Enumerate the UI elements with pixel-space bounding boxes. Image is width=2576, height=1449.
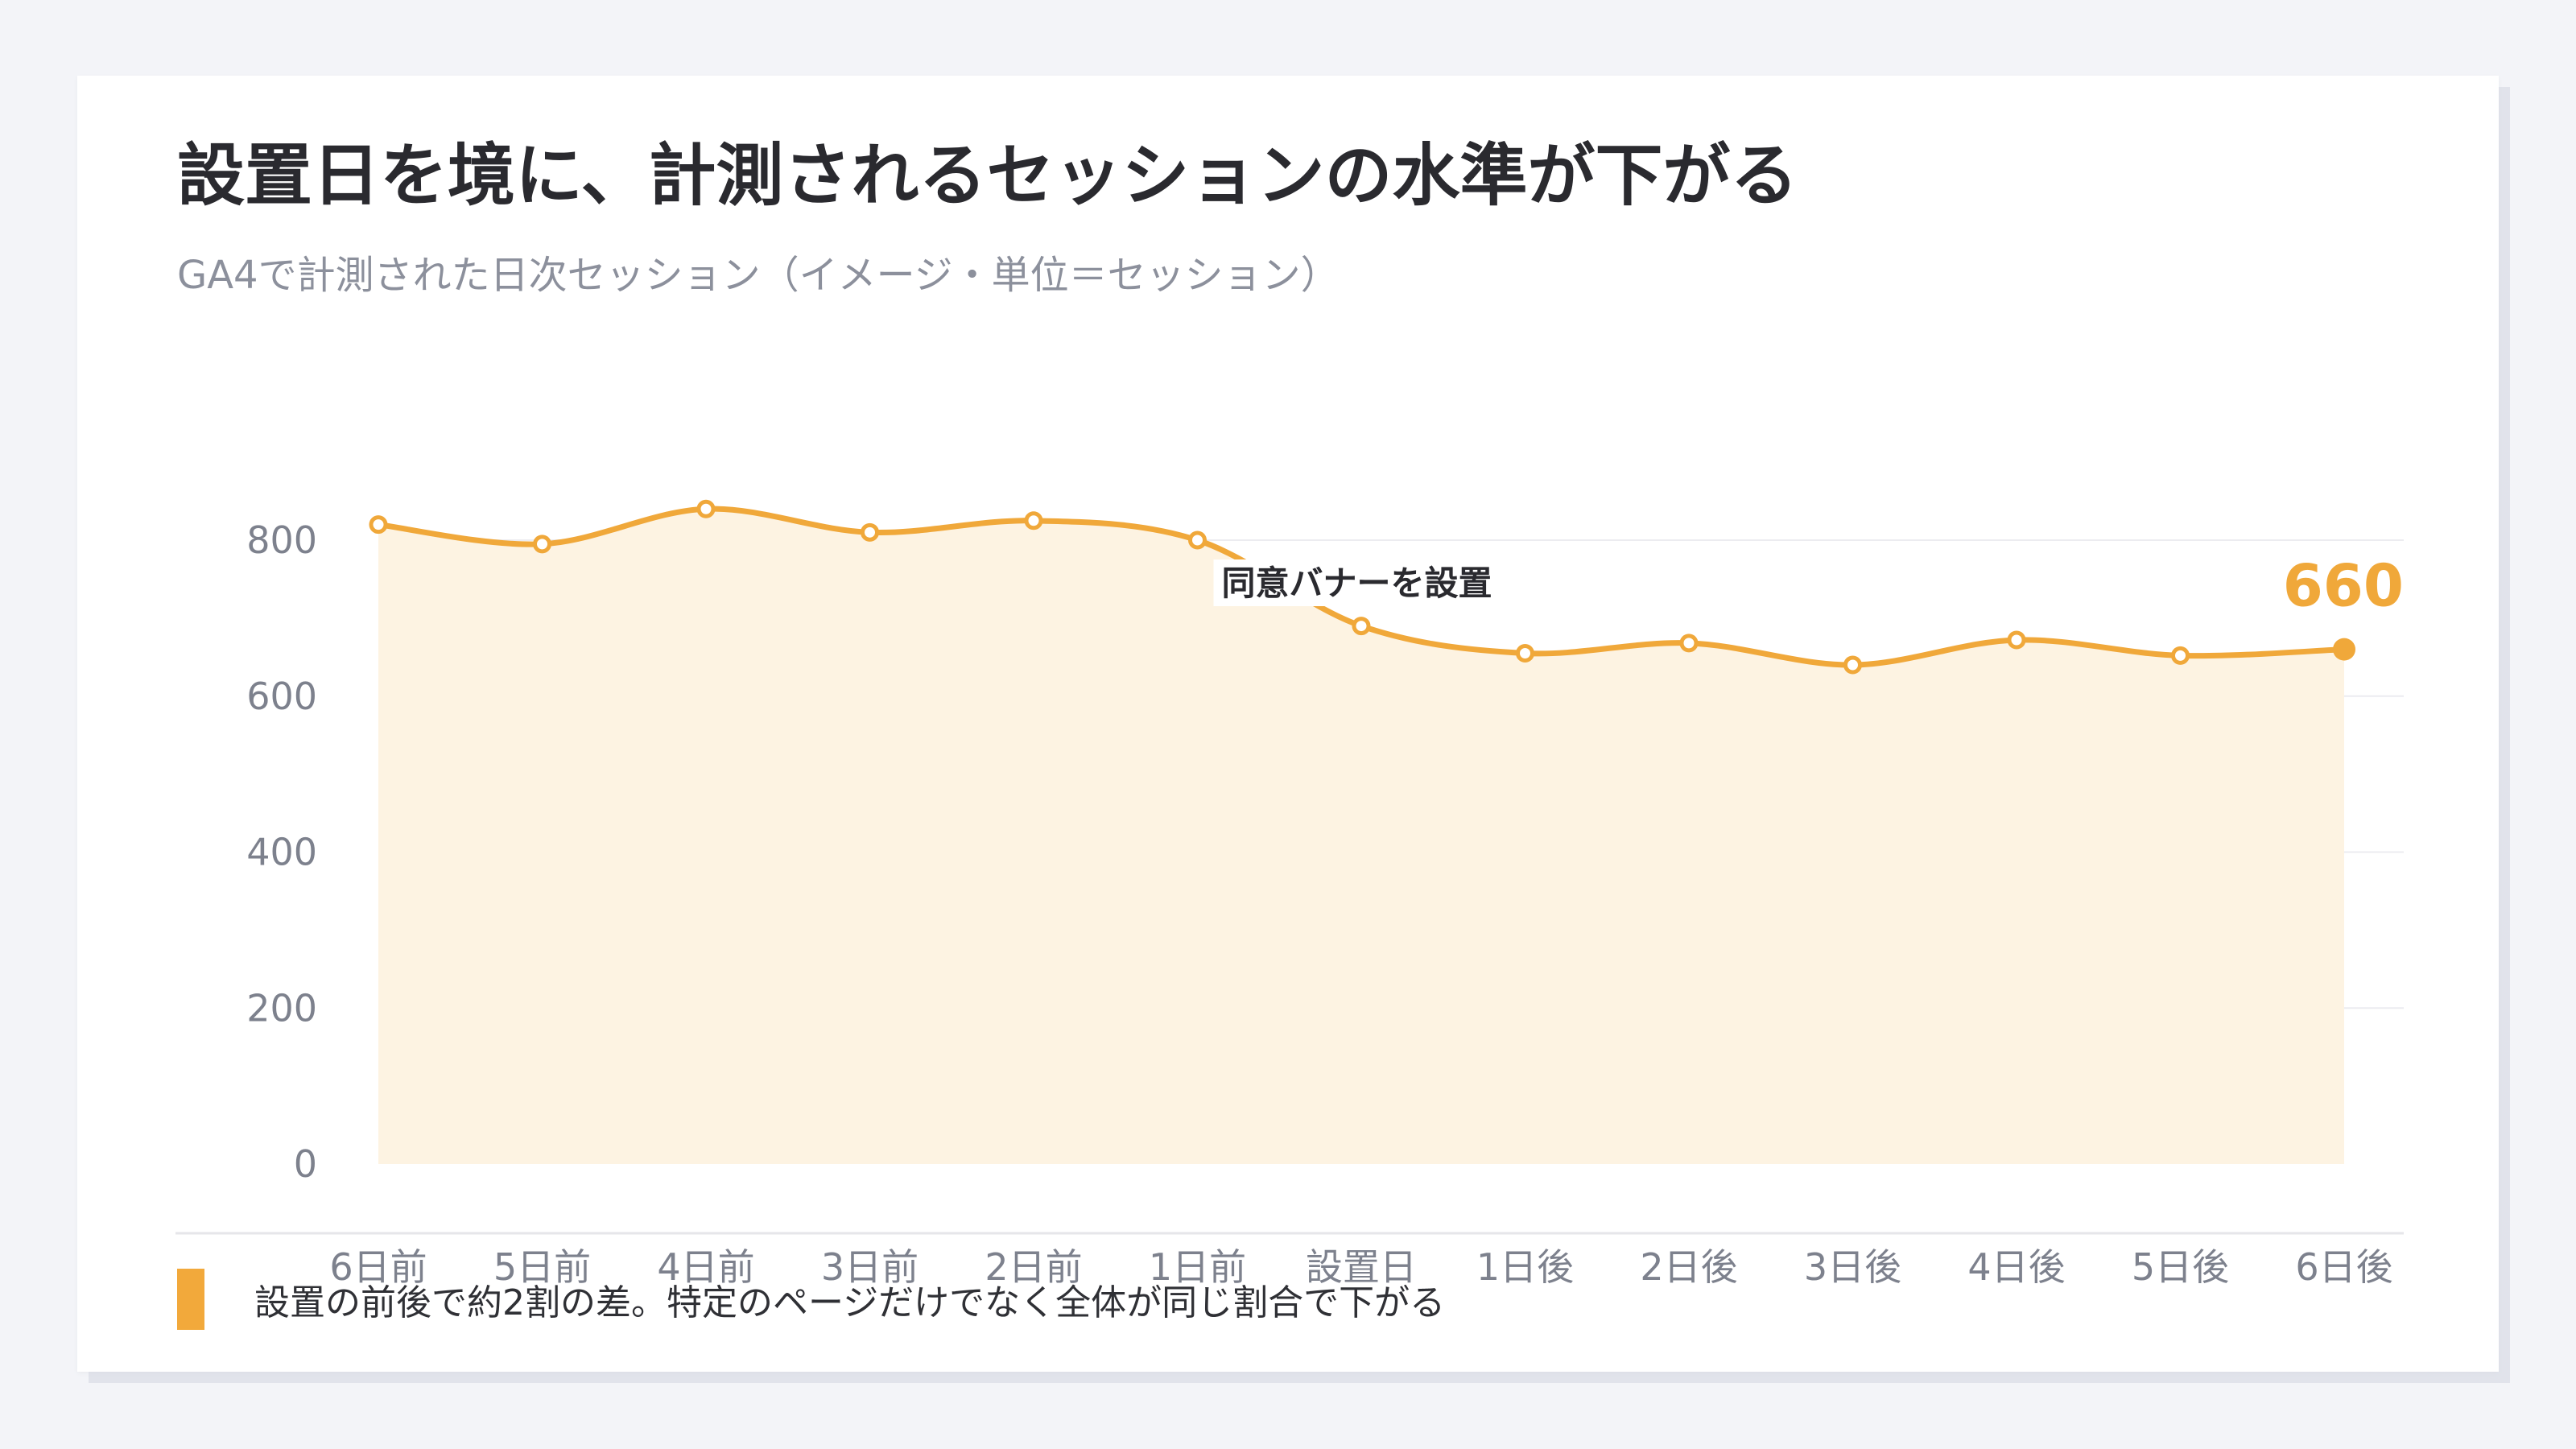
area-fill-layer bbox=[378, 509, 2344, 1164]
y-tick-label: 200 bbox=[246, 986, 317, 1030]
data-point bbox=[696, 499, 716, 518]
points-layer bbox=[369, 499, 2355, 675]
data-point bbox=[1352, 617, 1371, 636]
x-tick-label: 3日前 bbox=[821, 1245, 919, 1289]
x-tick-label: 4日後 bbox=[1967, 1245, 2065, 1289]
data-point bbox=[1516, 643, 1534, 663]
y-tick-label: 0 bbox=[294, 1142, 317, 1186]
y-tick-label: 800 bbox=[246, 518, 317, 562]
session-chart: 0 200 400 600 800 6日前 5日前 4日前 3日前 2日前 1日前 設置日 1日後 2日後… bbox=[175, 499, 2404, 1289]
x-tick-label: 3日後 bbox=[1804, 1245, 1901, 1289]
data-point bbox=[533, 535, 551, 554]
data-point bbox=[861, 522, 879, 542]
chart-card: 設置日を境に、計測されるセッションの水準が下がる GA4で計測された日次セッショ… bbox=[77, 76, 2499, 1372]
data-point bbox=[1843, 655, 1862, 675]
labels-layer: 0 200 400 600 800 6日前 5日前 4日前 3日前 2日前 1日前 設置日 1日後 2日後… bbox=[246, 518, 2404, 1289]
x-tick-label: 4日前 bbox=[657, 1245, 754, 1289]
x-tick-label: 1日後 bbox=[1476, 1245, 1574, 1289]
note-accent-bar bbox=[177, 1269, 204, 1330]
data-point bbox=[1188, 530, 1207, 550]
data-point bbox=[2007, 630, 2026, 650]
x-tick-label: 6日前 bbox=[329, 1245, 427, 1289]
last-data-point bbox=[2333, 638, 2355, 661]
data-point bbox=[2171, 646, 2190, 665]
chart-subtitle: GA4で計測された日次セッション（イメージ・単位＝セッション） bbox=[177, 253, 1340, 298]
x-tick-label: 1日前 bbox=[1149, 1245, 1246, 1289]
x-tick-label: 5日前 bbox=[493, 1245, 591, 1289]
note-text: 設置の前後で約2割の差。特定のページだけでなく全体が同じ割合で下がる bbox=[254, 1282, 1446, 1323]
data-point bbox=[1024, 511, 1043, 530]
page-title: 設置日を境に、計測されるセッションの水準が下がる bbox=[177, 136, 1798, 215]
series-area bbox=[378, 509, 2344, 1164]
x-tick-label: 設置日 bbox=[1306, 1245, 1417, 1289]
data-point bbox=[369, 515, 388, 535]
y-tick-label: 400 bbox=[246, 831, 317, 874]
data-point bbox=[1679, 634, 1699, 653]
x-tick-label: 6日後 bbox=[2295, 1245, 2392, 1289]
annotation-label: 同意バナーを設置 bbox=[1222, 564, 1492, 603]
annotation-background bbox=[1213, 559, 1504, 606]
last-value-label: 660 bbox=[2283, 552, 2404, 620]
x-tick-label: 2日後 bbox=[1640, 1245, 1737, 1289]
x-tick-label: 5日後 bbox=[2132, 1245, 2229, 1289]
chart-note: 設置の前後で約2割の差。特定のページだけでなく全体が同じ割合で下がる bbox=[177, 1267, 1445, 1331]
y-tick-label: 600 bbox=[246, 675, 317, 718]
x-tick-label: 2日前 bbox=[985, 1245, 1082, 1289]
